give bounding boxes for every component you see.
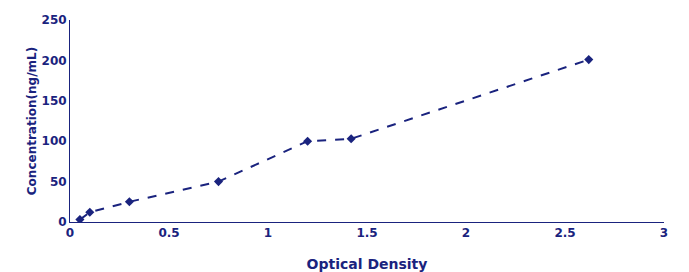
svg-text:3: 3 <box>660 226 668 240</box>
svg-text:200: 200 <box>42 54 67 68</box>
svg-text:250: 250 <box>42 13 67 27</box>
svg-text:150: 150 <box>42 94 67 108</box>
svg-text:2.5: 2.5 <box>554 226 575 240</box>
svg-text:100: 100 <box>42 134 67 148</box>
svg-text:0: 0 <box>66 226 74 240</box>
svg-text:1.5: 1.5 <box>356 226 377 240</box>
svg-text:Concentration(ng/mL): Concentration(ng/mL) <box>25 47 39 195</box>
svg-text:50: 50 <box>50 175 67 189</box>
svg-text:2: 2 <box>462 226 470 240</box>
svg-text:Optical Density: Optical Density <box>307 256 428 272</box>
svg-text:0.5: 0.5 <box>158 226 179 240</box>
svg-text:1: 1 <box>264 226 272 240</box>
svg-text:0: 0 <box>58 215 66 229</box>
